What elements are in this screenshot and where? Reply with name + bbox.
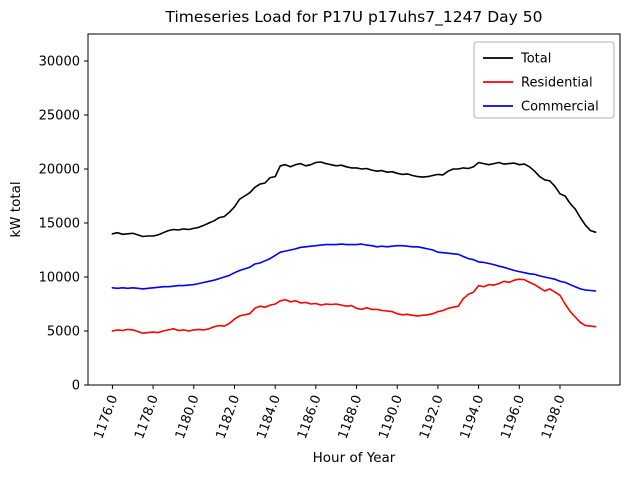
y-tick-label: 20000 <box>39 163 80 178</box>
series-residential <box>111 278 597 335</box>
legend-entry: Total <box>483 52 551 67</box>
series-total <box>111 161 597 238</box>
y-tick-label: 10000 <box>39 271 80 286</box>
legend-entry: Residential <box>483 76 593 91</box>
legend-label: Residential <box>521 76 593 91</box>
y-tick-label: 30000 <box>39 55 80 70</box>
y-tick-label: 5000 <box>47 325 80 340</box>
chart-title: Timeseries Load for P17U p17uhs7_1247 Da… <box>165 8 543 27</box>
legend-label: Total <box>520 52 551 67</box>
plot-border <box>87 33 621 386</box>
legend-box <box>473 41 615 119</box>
y-tick-label: 25000 <box>39 109 80 124</box>
legend-entry: Commercial <box>483 100 599 115</box>
legend: Total Residential Commercial <box>473 41 615 119</box>
series-commercial <box>111 243 597 292</box>
y-tick-label: 15000 <box>39 217 80 232</box>
y-axis-label: kW total <box>8 181 24 237</box>
legend-label: Commercial <box>521 100 599 115</box>
y-tick-label: 0 <box>72 379 80 394</box>
series-group <box>111 161 597 335</box>
y-axis: 0 5000 10000 15000 20000 25000 30000 <box>39 55 88 394</box>
x-axis-label: Hour of Year <box>313 450 396 466</box>
